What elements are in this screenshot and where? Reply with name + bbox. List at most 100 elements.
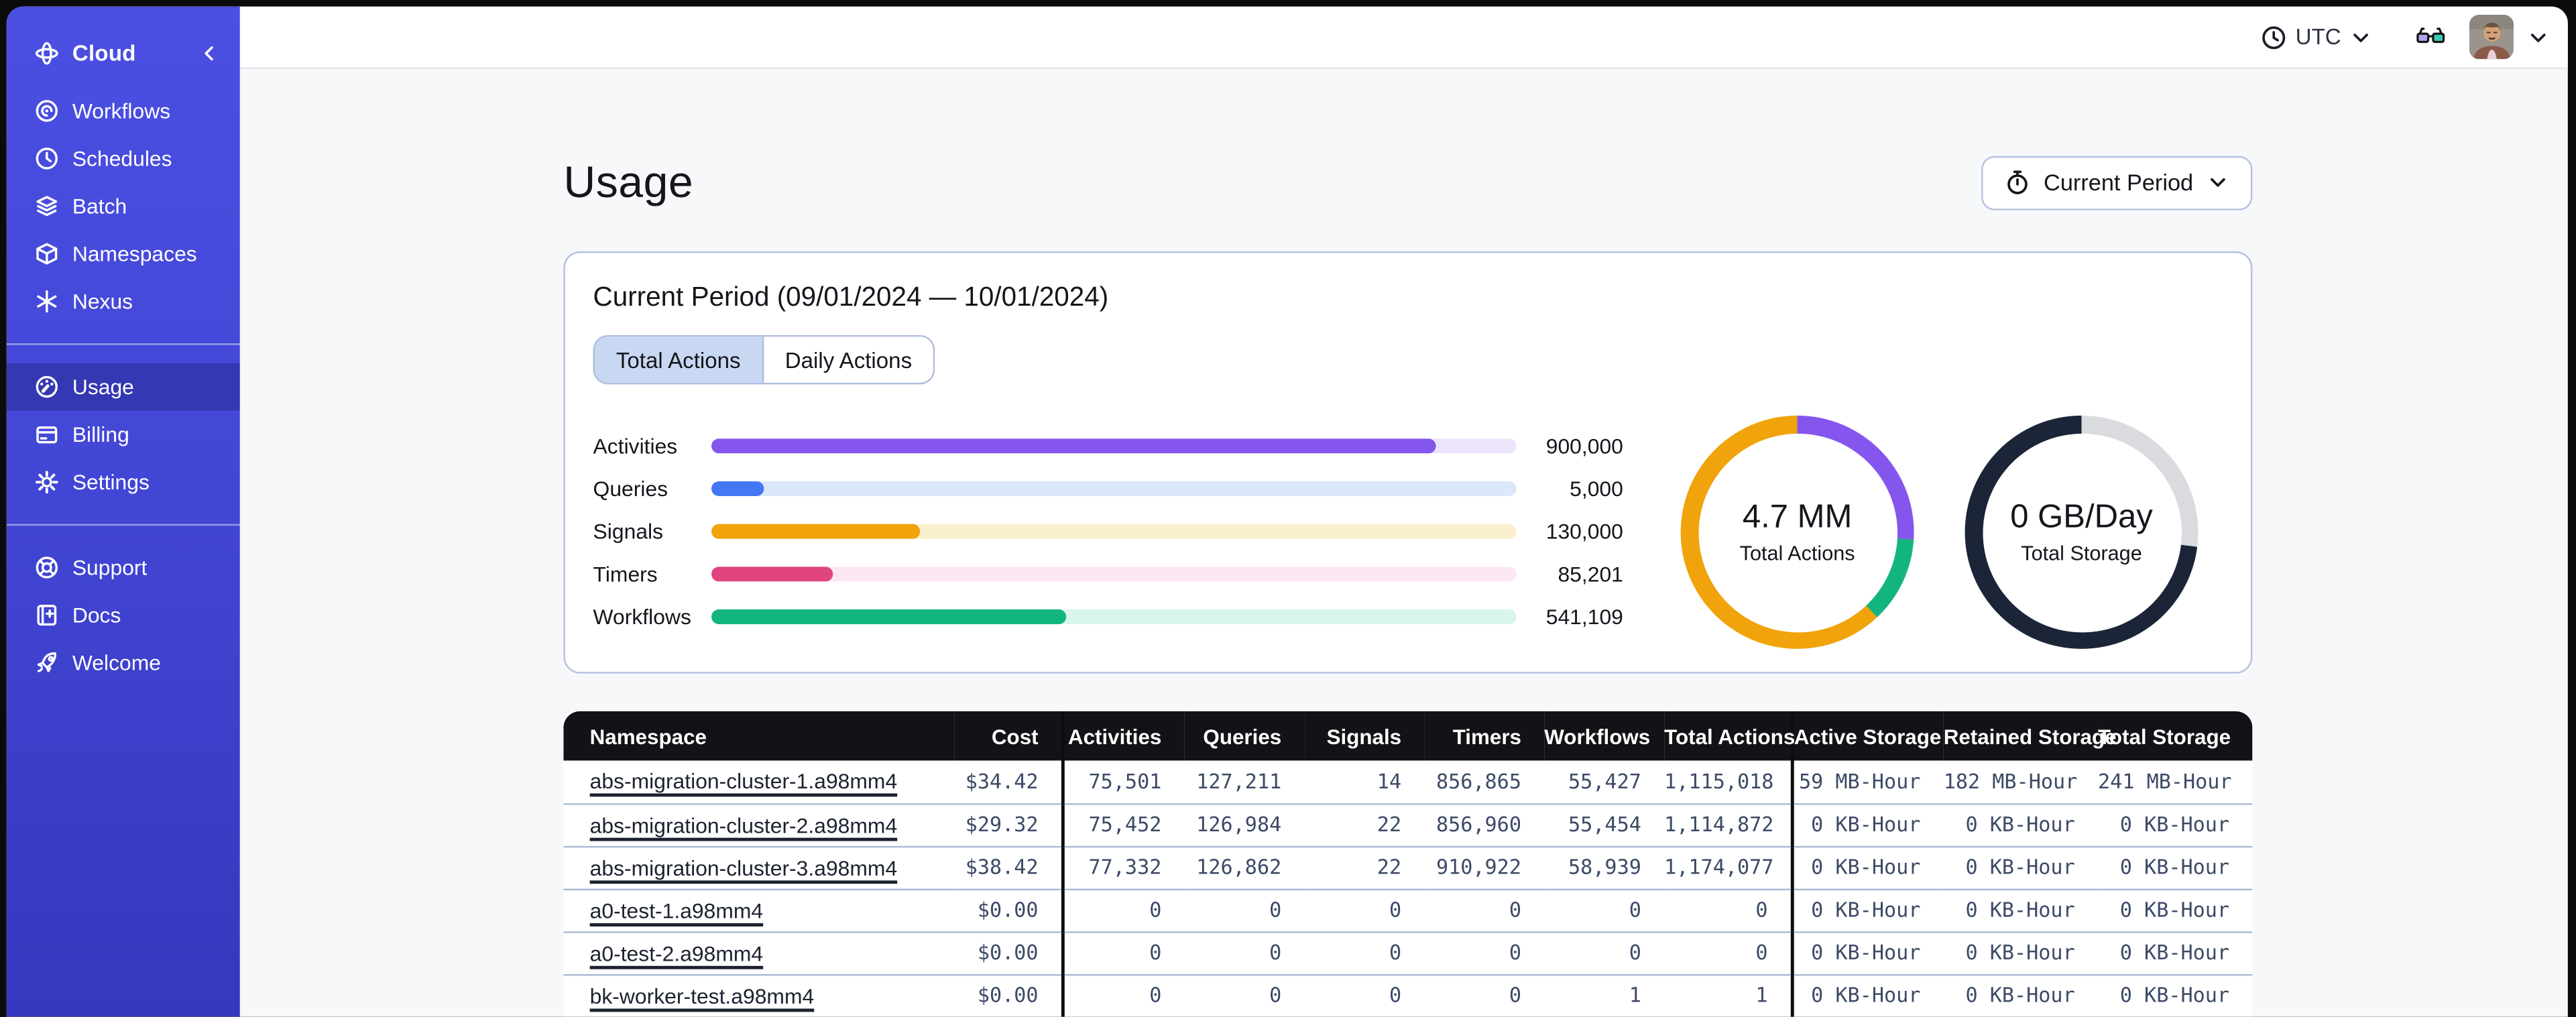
table-row: a0-test-1.a98mm4 $0.00 0 0 0 0 0 0 0 KB-Hour 0 KB…	[563, 888, 2253, 932]
cell-cost: $0.00	[954, 888, 1063, 932]
bar-track	[711, 438, 1517, 453]
sidebar-item-nexus[interactable]: Nexus	[7, 278, 240, 325]
bar-row-workflows: Workflows 541,109	[593, 595, 1623, 638]
cell-active-storage: 0 KB-Hour	[1790, 845, 1944, 889]
sidebar-item-docs[interactable]: Docs	[7, 591, 240, 639]
namespace-link[interactable]: a0-test-1.a98mm4	[589, 898, 764, 922]
card-title: Current Period (09/01/2024 — 10/01/2024)	[593, 282, 1109, 312]
bar-track	[711, 523, 1517, 538]
cell-active-storage: 0 KB-Hour	[1790, 931, 1944, 975]
cell-total-storage: 0 KB-Hour	[2098, 845, 2253, 889]
bar-row-activities: Activities 900,000	[593, 424, 1623, 467]
sidebar-item-billing[interactable]: Billing	[7, 411, 240, 459]
table-row: abs-migration-cluster-1.a98mm4 $34.42 75,5…	[563, 760, 2253, 804]
tab-daily-actions[interactable]: Daily Actions	[762, 337, 933, 383]
cell-total-actions: 1,114,872	[1664, 802, 1793, 846]
sidebar-item-namespaces[interactable]: Namespaces	[7, 230, 240, 278]
chevron-down-icon	[2530, 33, 2546, 42]
cell-timers: 0	[1424, 973, 1545, 1017]
temporal-logo-icon	[34, 40, 59, 65]
column-header-signals: Signals	[1304, 711, 1425, 761]
cell-timers: 0	[1424, 888, 1545, 932]
account-menu-button[interactable]	[2527, 25, 2550, 48]
bar-value: 900,000	[1545, 432, 1623, 458]
batch-icon	[34, 194, 59, 219]
cell-total-storage: 0 KB-Hour	[2098, 802, 2253, 846]
cell-cost: $34.42	[954, 760, 1063, 804]
sidebar-item-welcome[interactable]: Welcome	[7, 639, 240, 686]
cell-signals: 0	[1304, 888, 1425, 932]
namespace-link[interactable]: abs-migration-cluster-1.a98mm4	[589, 769, 898, 794]
nexus-icon	[34, 289, 59, 314]
bar-label: Activities	[593, 432, 678, 458]
cell-total-storage: 0 KB-Hour	[2098, 888, 2253, 932]
sidebar-item-label: Namespaces	[72, 241, 197, 266]
period-selector-button[interactable]: Current Period	[1981, 155, 2253, 210]
cell-total-actions: 1,115,018	[1664, 760, 1793, 804]
namespace-cell: abs-migration-cluster-2.a98mm4	[563, 802, 955, 846]
cell-active-storage: 0 KB-Hour	[1790, 888, 1944, 932]
glasses-icon	[2416, 27, 2445, 44]
sidebar-item-label: Support	[72, 555, 148, 580]
namespace-link[interactable]: abs-migration-cluster-3.a98mm4	[589, 855, 898, 880]
donut-center-label: Total Storage	[2021, 542, 2142, 565]
sidebar-collapse-button[interactable]	[194, 38, 223, 67]
cell-retained-storage: 0 KB-Hour	[1943, 931, 2099, 975]
bar-row-signals: Signals 130,000	[593, 510, 1623, 552]
namespace-link[interactable]: abs-migration-cluster-2.a98mm4	[589, 812, 898, 837]
sidebar-item-usage[interactable]: Usage	[6, 363, 240, 411]
sidebar-item-label: Docs	[72, 603, 121, 628]
total-storage-donut: 0 GB/Day Total Storage	[1965, 415, 2199, 649]
bar-value: 5,000	[1570, 475, 1623, 501]
cell-total-actions: 0	[1664, 888, 1793, 932]
cell-workflows: 1	[1544, 973, 1665, 1017]
namespace-link[interactable]: a0-test-2.a98mm4	[589, 940, 764, 965]
feedback-glasses-button[interactable]	[2415, 23, 2447, 51]
cell-signals: 0	[1304, 931, 1425, 975]
cell-timers: 910,922	[1424, 845, 1545, 889]
bar-label: Queries	[593, 475, 668, 501]
sidebar-item-batch[interactable]: Batch	[7, 182, 240, 230]
cell-retained-storage: 0 KB-Hour	[1943, 845, 2099, 889]
cell-cost: $0.00	[954, 973, 1063, 1017]
cell-workflows: 58,939	[1544, 845, 1665, 889]
cell-activities: 0	[1061, 931, 1185, 975]
sidebar-brand: Cloud	[7, 29, 240, 76]
bar-value: 130,000	[1545, 518, 1623, 543]
bar-value: 85,201	[1558, 560, 1623, 586]
cell-active-storage: 59 MB-Hour	[1790, 760, 1944, 804]
cell-activities: 0	[1061, 973, 1185, 1017]
usage-icon	[34, 375, 59, 400]
sidebar-item-support[interactable]: Support	[7, 544, 240, 591]
bar-row-queries: Queries 5,000	[593, 467, 1623, 510]
user-avatar[interactable]	[2469, 15, 2514, 60]
sidebar-item-schedules[interactable]: Schedules	[7, 135, 240, 182]
tab-total-actions[interactable]: Total Actions	[595, 337, 762, 383]
table-row: abs-migration-cluster-2.a98mm4 $29.32 75,4…	[563, 802, 2253, 846]
donut-center-label: Total Actions	[1739, 542, 1855, 565]
cell-retained-storage: 182 MB-Hour	[1943, 760, 2099, 804]
sidebar-item-label: Schedules	[72, 146, 172, 171]
schedules-icon	[34, 146, 59, 171]
timezone-selector[interactable]: UTC	[2261, 24, 2372, 50]
namespace-link[interactable]: bk-worker-test.a98mm4	[589, 983, 815, 1008]
donut-center-value: 0 GB/Day	[2010, 499, 2153, 536]
column-header-timers: Timers	[1424, 711, 1545, 761]
cell-total-storage: 0 KB-Hour	[2098, 931, 2253, 975]
content-area: Usage Current Period Current Period (09/…	[240, 69, 2568, 1017]
bar-track	[711, 608, 1517, 623]
cell-signals: 0	[1304, 973, 1425, 1017]
settings-icon	[34, 470, 59, 495]
sidebar-item-settings[interactable]: Settings	[7, 459, 240, 506]
bar-track	[711, 566, 1517, 581]
cell-activities: 75,501	[1061, 760, 1185, 804]
page-title: Usage	[563, 157, 694, 206]
sidebar-item-label: Usage	[72, 374, 134, 400]
cell-timers: 856,960	[1424, 802, 1545, 846]
bar-label: Signals	[593, 518, 664, 543]
sidebar-item-workflows[interactable]: Workflows	[7, 87, 240, 135]
workflows-icon	[34, 99, 59, 123]
bar-fill	[711, 566, 833, 581]
table-header-row: Namespace Cost Activities Queries Signals Tim…	[563, 711, 2253, 761]
column-header-queries: Queries	[1184, 711, 1305, 761]
